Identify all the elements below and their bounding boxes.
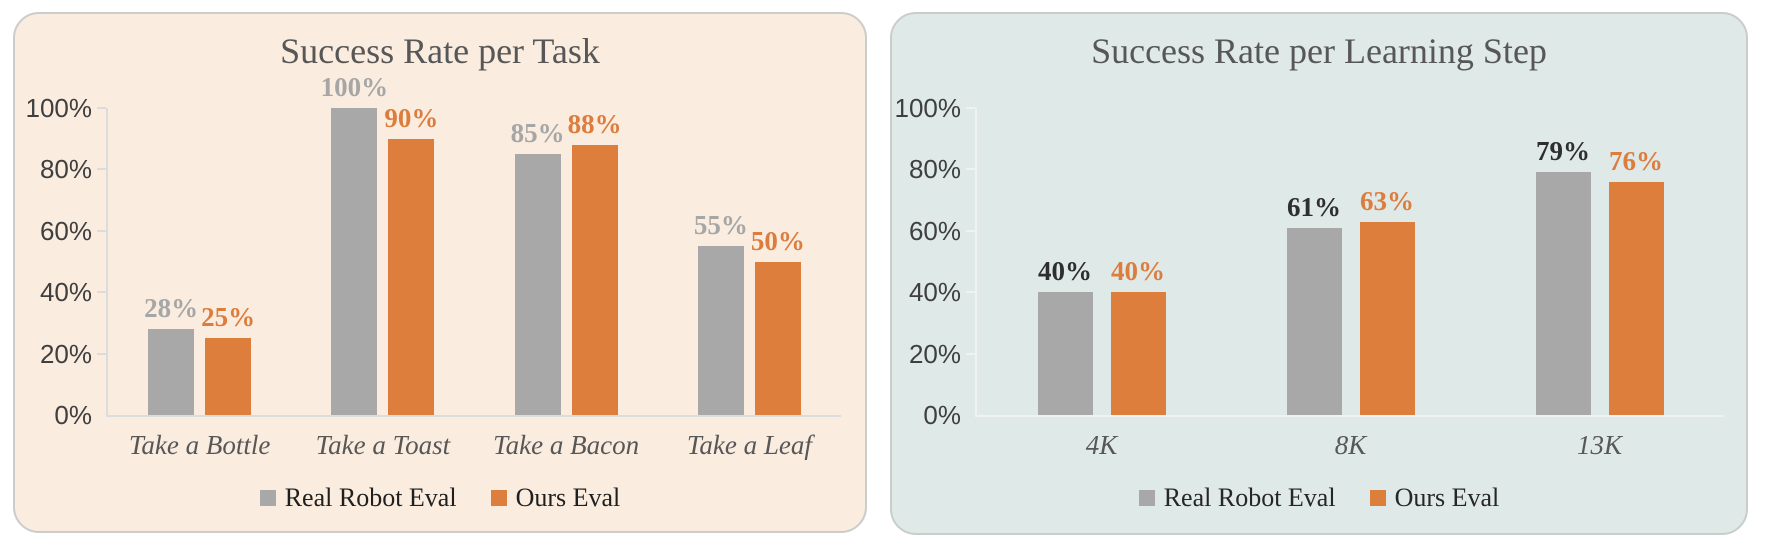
y-tick-mark — [97, 229, 106, 232]
real-robot-eval-bar: 40% — [1037, 256, 1093, 415]
x-category-label: Take a Leaf — [686, 430, 812, 460]
y-tick-label: 20% — [908, 338, 961, 369]
y-tick-mark — [97, 291, 106, 294]
bar-value-label: 25% — [201, 302, 256, 333]
real-robot-eval-bar: 100% — [321, 72, 388, 415]
bar-group-8k: 61% 63% — [1226, 108, 1475, 415]
legend-item-ours-eval: Ours Eval — [1369, 481, 1500, 515]
x-category-label: 13K — [1576, 430, 1622, 460]
y-tick-mark — [97, 107, 106, 109]
y-tick-mark — [966, 168, 975, 171]
ours-eval-bar: 90% — [384, 103, 438, 415]
learning-step-chart-plot-area: 0% 20% 40% 60% 80% 100% 40% 40% 61% 63% 79% 76% — [892, 93, 1746, 430]
y-tick-mark — [966, 352, 975, 355]
y-tick-mark — [97, 352, 106, 355]
bar-value-label: 63% — [1360, 185, 1414, 216]
learning-step-chart-title: Success Rate per Learning Step — [1091, 31, 1547, 71]
x-category-label: 4K — [1085, 430, 1118, 460]
learning-step-chart-card: Success Rate per Learning Step 0% 20% 40% 6… — [890, 12, 1748, 535]
task-chart-x-axis: Take a Bottle Take a Toast Take a Bacon Tak… — [108, 427, 841, 463]
bar-value-label: 100% — [320, 72, 389, 102]
task-chart-plot-area: 0% 20% 40% 60% 80% 100% 28% 25% 100% 90% 85% 88% 55… — [15, 72, 865, 430]
y-tick-label: 60% — [39, 215, 92, 246]
bar-value-label: 50% — [750, 225, 805, 256]
real-robot-eval-bar: 79% — [1535, 136, 1591, 415]
x-category-label: Take a Toast — [315, 430, 451, 460]
bar-value-label: 79% — [1536, 136, 1590, 167]
task-success-chart-card: Success Rate per Task 0% 20% 40% 60% 80% 100%… — [13, 12, 867, 533]
y-tick-label: 0% — [923, 400, 961, 430]
bar-value-label: 40% — [1038, 256, 1092, 287]
bar-value-label: 88% — [567, 108, 622, 139]
real-robot-eval-bar: 85% — [511, 118, 565, 415]
x-category-label: 8K — [1334, 430, 1367, 460]
y-tick-label: 100% — [894, 93, 962, 123]
y-tick-label: 20% — [39, 338, 92, 369]
y-tick-label: 80% — [908, 154, 961, 185]
bar-group-take-a-bottle: 28% 25% — [108, 108, 291, 415]
legend-label: Ours Eval — [515, 483, 621, 512]
bar-value-label: 40% — [1111, 256, 1165, 287]
x-category-label: Take a Bacon — [493, 430, 640, 460]
x-category-label: Take a Bottle — [128, 430, 271, 460]
ours-eval-legend-swatch-icon — [1369, 490, 1386, 506]
real-robot-eval-legend-swatch-icon — [1138, 490, 1155, 506]
y-tick-label: 80% — [39, 154, 92, 185]
learning-step-chart-x-axis: 4K 8K 13K — [977, 427, 1724, 463]
bar-value-label: 28% — [144, 293, 199, 324]
learning-step-chart-plot: 40% 40% 61% 63% 79% 76% — [966, 107, 1724, 417]
y-tick-label: 60% — [908, 215, 961, 246]
ours-eval-bar: 63% — [1359, 186, 1415, 415]
legend-item-real-robot-eval: Real Robot Eval — [1138, 481, 1336, 515]
bar-group-13k: 79% 76% — [1475, 108, 1724, 415]
bar-group-take-a-bacon: 85% 88% — [475, 108, 658, 415]
y-tick-label: 100% — [25, 93, 93, 123]
task-chart-plot: 28% 25% 100% 90% 85% 88% 55% 50% — [97, 72, 841, 417]
legend-item-real-robot-eval: Real Robot Eval — [259, 481, 457, 515]
ours-eval-legend-swatch-icon — [490, 490, 507, 506]
y-tick-label: 40% — [908, 277, 961, 308]
y-tick-mark — [97, 168, 106, 171]
bar-group-take-a-leaf: 55% 50% — [658, 108, 841, 415]
bar-value-label: 76% — [1609, 145, 1663, 176]
ours-eval-bar: 40% — [1110, 256, 1166, 415]
bar-value-label: 90% — [384, 102, 439, 133]
legend-item-ours-eval: Ours Eval — [490, 481, 621, 515]
bar-group-4k: 40% 40% — [977, 108, 1226, 415]
real-robot-eval-legend-swatch-icon — [259, 490, 276, 506]
legend-label: Ours Eval — [1394, 483, 1500, 512]
task-chart-legend: Real Robot Eval Ours Eval — [15, 481, 865, 515]
learning-step-chart-y-axis: 0% 20% 40% 60% 80% 100% — [892, 93, 975, 430]
ours-eval-bar: 76% — [1608, 146, 1664, 415]
legend-label: Real Robot Eval — [284, 483, 457, 512]
bar-group-take-a-toast: 100% 90% — [291, 72, 474, 415]
learning-step-chart-legend: Real Robot Eval Ours Eval — [892, 481, 1746, 515]
task-chart-title: Success Rate per Task — [280, 31, 600, 71]
ours-eval-bar: 50% — [751, 226, 805, 415]
bar-value-label: 61% — [1287, 191, 1341, 222]
legend-label: Real Robot Eval — [1163, 483, 1336, 512]
bar-value-label: 55% — [693, 210, 748, 241]
y-tick-label: 0% — [54, 400, 92, 430]
y-tick-mark — [966, 107, 975, 109]
ours-eval-bar: 88% — [568, 109, 622, 415]
bar-value-label: 85% — [510, 118, 565, 149]
real-robot-eval-bar: 28% — [144, 293, 198, 415]
y-tick-label: 40% — [39, 277, 92, 308]
ours-eval-bar: 25% — [201, 302, 255, 415]
y-tick-mark — [966, 291, 975, 294]
task-chart-y-axis: 0% 20% 40% 60% 80% 100% — [15, 93, 106, 430]
y-tick-mark — [966, 229, 975, 232]
real-robot-eval-bar: 55% — [694, 210, 748, 415]
real-robot-eval-bar: 61% — [1286, 192, 1342, 415]
